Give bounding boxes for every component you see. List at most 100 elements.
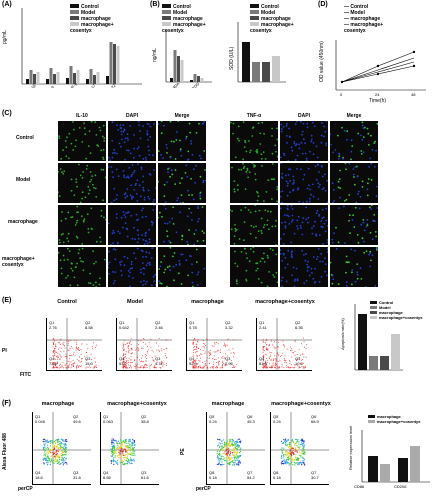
legend-control: Control <box>81 4 99 10</box>
header-il10: IL-10 <box>76 113 88 119</box>
legend-model: Model <box>261 10 276 16</box>
panel-f-label: (F) <box>2 400 11 407</box>
e-bar-ylabel: Apoptosis rate(%) <box>340 318 345 350</box>
legend-macrophage: macrophage <box>379 310 403 315</box>
flow-plot: Q1 0.642 Q2 2.46 Q4 93.2 Q3 4.31 <box>116 318 172 371</box>
legend-cosentyx: macrophage+ cosentyx <box>250 22 294 34</box>
legend-cosentyx: macrophage+ cosentyx <box>162 22 206 34</box>
micrograph-cell <box>58 163 106 203</box>
panel-f-legend: macrophage macrophage+cosentyx <box>368 414 420 424</box>
panel-a-bars <box>26 42 120 84</box>
legend-model: Model <box>81 10 96 16</box>
e-title-macrophage: macrophage <box>191 299 224 305</box>
legend-macrophage: macrophage <box>81 16 111 22</box>
legend-cosentyx: macrophage+cosentyx <box>377 419 421 424</box>
micrograph-cell <box>230 121 278 161</box>
f-title-cosentyx2: macrophage+cosentyx <box>271 401 331 407</box>
micrograph-cell <box>280 121 328 161</box>
micrograph-cell <box>330 205 378 245</box>
svg-text:24: 24 <box>375 92 380 97</box>
panel-a-label: (A) <box>2 1 12 8</box>
micrograph-cell <box>280 205 328 245</box>
micrograph-cell <box>108 247 156 287</box>
panel-c-label: (C) <box>2 110 12 117</box>
svg-text:0: 0 <box>340 92 343 97</box>
micrograph-cell <box>158 247 206 287</box>
legend-model: Model <box>350 10 365 16</box>
svg-text:ROS: ROS <box>191 81 201 88</box>
panel-a-legend: Control Model macrophage macrophage+ cos… <box>70 4 118 34</box>
flow-plot: Q1 0.78 Q2 3.32 Q4 92.9 Q3 2.96 <box>186 318 242 371</box>
row-model: Model <box>16 177 31 183</box>
legend-macrophage: macrophage <box>261 16 291 22</box>
panel-b-ylabel: ng/mL <box>152 48 158 62</box>
panel-e-legend: Control Model macrophage macrophage+cose… <box>370 300 422 320</box>
row-control: Control <box>16 135 34 141</box>
header-dapi: DAPI <box>126 113 138 119</box>
micrograph-cell <box>108 121 156 161</box>
panel-b-legend2: Control Model macrophage macrophage+ cos… <box>250 4 294 34</box>
legend-control: Control <box>350 4 369 10</box>
flow-plot: Q1 0.045 Q2 49.6 Q4 18.6 Q3 31.8 <box>32 412 91 485</box>
legend-macrophage: macrophage <box>377 414 401 419</box>
f-cat-cd86: CD86 <box>354 484 365 489</box>
svg-text:IL-1β: IL-1β <box>27 82 38 88</box>
svg-text:IL-6: IL-6 <box>47 84 56 88</box>
micrograph-cell <box>330 247 378 287</box>
f-title-macrophage2: macrophage <box>211 401 245 407</box>
svg-text:MDA: MDA <box>171 81 181 88</box>
panel-d-chart: 0 24 48 <box>335 40 426 97</box>
e-ylabel: PI <box>2 348 7 354</box>
legend-cosentyx: macrophage+ cosentyx <box>70 22 114 34</box>
f-ylabel1: Alexa Fluor 488 <box>2 433 8 470</box>
micrograph-cell <box>280 163 328 203</box>
svg-text:48: 48 <box>411 92 416 97</box>
panel-a-ylabel: pg/mL <box>2 30 8 44</box>
panel-a-chart: IL-1β IL-6 TNF-α IL-17 IL-22 <box>21 8 142 88</box>
f-bar-ylabel: Relative expression level <box>348 425 353 470</box>
micrograph-cell <box>230 163 278 203</box>
e-xlabel: FITC <box>20 372 32 378</box>
legend-cosentyx: macrophage+ cosentyx <box>344 22 384 34</box>
legend-model: Model <box>379 305 391 310</box>
micrograph-cell <box>58 247 106 287</box>
panel-d-xlabel: Time(h) <box>369 98 387 104</box>
f-cat-cd206: CD206 <box>394 484 407 489</box>
flow-plot: Q5 0.24 Q6 68.9 Q8 0.18 Q7 30.7 <box>270 412 329 485</box>
svg-text:IL-22: IL-22 <box>107 82 118 88</box>
f-ylabel2: PE <box>180 448 186 455</box>
panel-e-label: (E) <box>2 297 12 304</box>
micrograph-cell <box>230 205 278 245</box>
flow-plot: Q1 2.76 Q2 8.58 Q4 73.6 Q3 15.0 <box>46 318 102 371</box>
panel-b-legend: Control Model macrophage macrophage+ cos… <box>162 4 210 34</box>
e-title-cosentyx: macrophage+cosentyx <box>255 299 315 305</box>
flow-plot: Q1 2.41 Q2 6.35 Q4 81.6 Q3 10.6 <box>256 318 312 371</box>
micrograph-cell <box>158 121 206 161</box>
panel-b-label: (B) <box>150 1 160 8</box>
micrograph-cell <box>330 163 378 203</box>
legend-control: Control <box>173 4 191 10</box>
svg-text:IL-17: IL-17 <box>87 82 98 88</box>
legend-model: Model <box>173 10 188 16</box>
flow-plot: Q1 0.063 Q2 38.8 Q4 8.56 Q3 61.6 <box>100 412 159 485</box>
micrograph-cell <box>58 205 106 245</box>
panel-b-ylabel2: SOD (U/L) <box>229 46 235 70</box>
header-tnfa: TNF-α <box>246 113 262 119</box>
legend-macrophage: macrophage <box>173 16 203 22</box>
e-title-control: Control <box>57 299 77 305</box>
legend-cosentyx: macrophage+cosentyx <box>379 315 423 320</box>
header-merge: Merge <box>346 113 362 119</box>
f-title-macrophage: macrophage <box>41 401 75 407</box>
legend-control: Control <box>261 4 279 10</box>
row-cosentyx: macrophage+ cosentyx <box>2 256 35 268</box>
f-xlabel1: perCP <box>18 486 33 492</box>
micrograph-cell <box>230 247 278 287</box>
micrograph-cell <box>330 121 378 161</box>
panel-d-legend: — Control — Model — macrophage — macroph… <box>344 4 384 34</box>
micrograph-cell <box>58 121 106 161</box>
panel-f-bars <box>361 430 430 483</box>
svg-text:TNF-α: TNF-α <box>67 81 79 88</box>
micrograph-cell <box>108 163 156 203</box>
header-merge: Merge <box>174 113 190 119</box>
f-xlabel2: perCP <box>196 486 211 492</box>
